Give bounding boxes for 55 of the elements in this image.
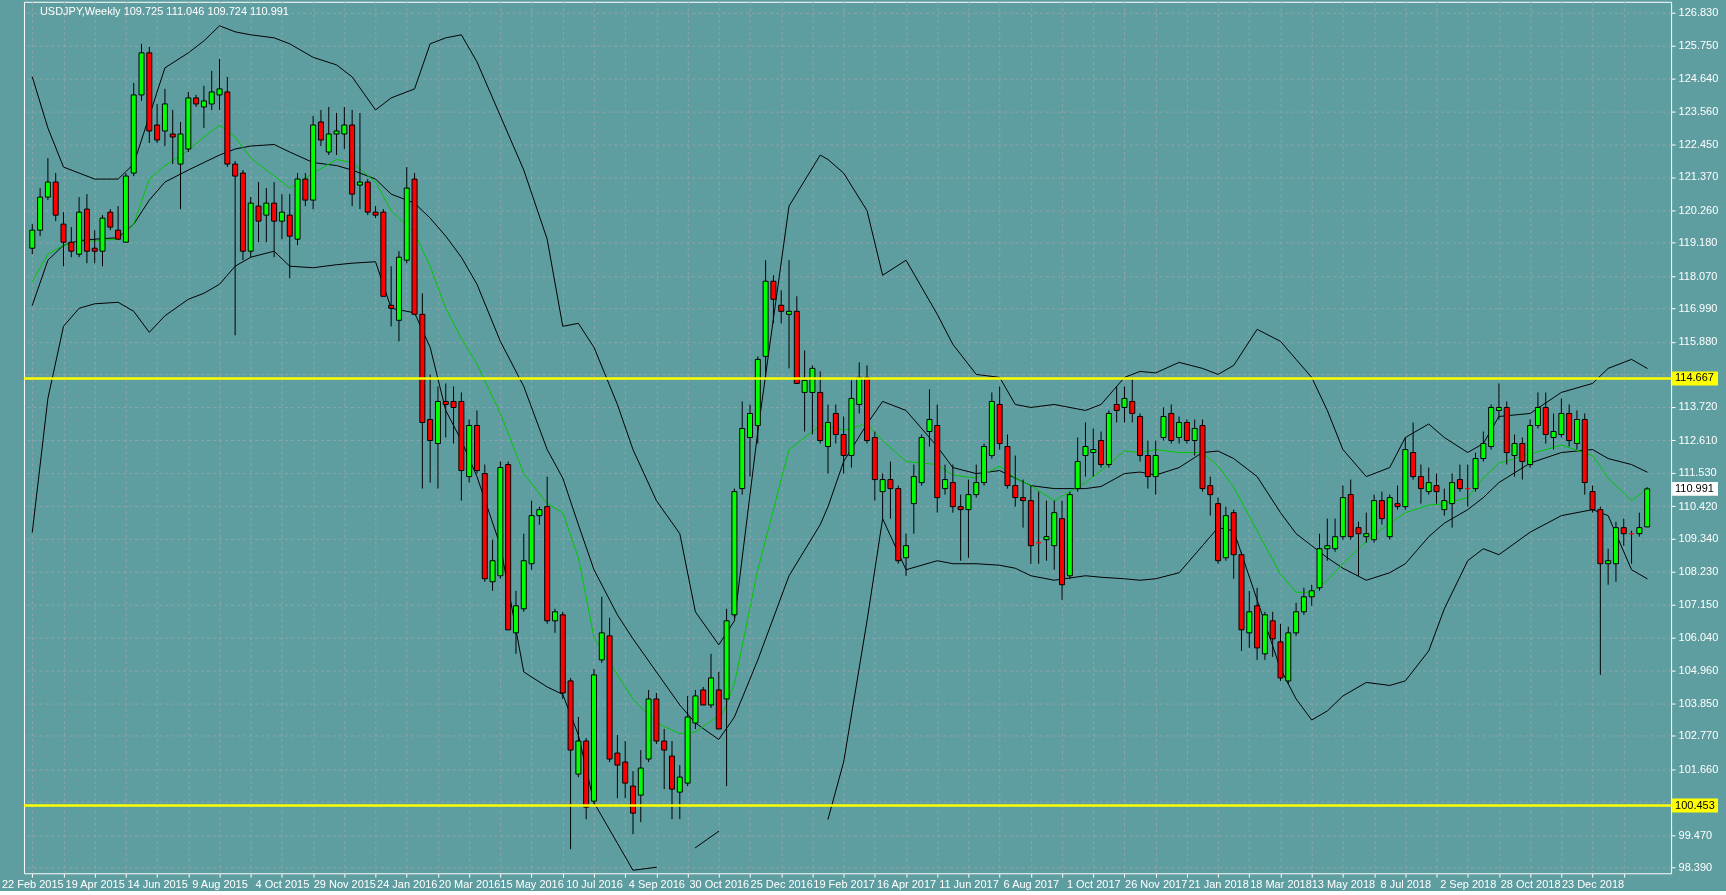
y-tick-label: 122.450	[1678, 138, 1719, 151]
x-tick-label: 29 Nov 2015	[313, 877, 376, 890]
y-tick-label: 113.720	[1678, 400, 1718, 413]
x-tick-label: 4 Oct 2015	[255, 877, 310, 890]
x-tick-label: 19 Apr 2015	[65, 877, 125, 890]
x-tick-label: 9 Aug 2015	[192, 877, 248, 890]
y-tick-label: 116.990	[1678, 302, 1718, 315]
x-tick-label: 13 May 2018	[1311, 877, 1376, 890]
x-tick-label: 11 Jun 2017	[939, 877, 999, 890]
x-tick-label: 18 Mar 2018	[1250, 877, 1312, 890]
y-tick-label: 108.230	[1678, 565, 1719, 578]
x-tick-label: 2 Sep 2018	[1440, 877, 1497, 890]
y-tick-label: 101.660	[1678, 762, 1719, 775]
x-tick-label: 10 Jul 2016	[566, 877, 623, 890]
x-tick-label: 21 Jan 2018	[1188, 877, 1249, 890]
x-tick-label: 14 Jun 2015	[127, 877, 188, 890]
x-tick-label: 20 Mar 2016	[438, 877, 501, 890]
x-tick-label: 28 Oct 2018	[1500, 877, 1561, 890]
x-tick-label: 1 Oct 2017	[1066, 877, 1121, 890]
y-tick-label: 104.960	[1678, 663, 1719, 676]
y-tick-label: 124.640	[1678, 72, 1719, 85]
y-tick-label: 110.420	[1678, 499, 1718, 512]
y-tick-label: 98.390	[1678, 861, 1713, 874]
y-tick-label: 118.070	[1678, 269, 1718, 282]
y-tick-label: 115.880	[1678, 335, 1718, 348]
y-tick-label: 119.180	[1678, 236, 1718, 249]
chart-title: USDJPY,Weekly 109.725 111.046 109.724 110.991	[39, 4, 289, 17]
y-tick-label: 109.340	[1678, 531, 1719, 544]
y-tick-label: 125.750	[1678, 38, 1719, 51]
y-tick-label: 99.470	[1678, 828, 1713, 841]
x-tick-label: 8 Jul 2018	[1380, 877, 1432, 890]
x-tick-label: 24 Jan 2016	[377, 877, 438, 890]
x-tick-label: 25 Dec 2016	[750, 877, 813, 890]
x-tick-label: 30 Oct 2016	[689, 877, 750, 890]
x-tick-label: 26 Nov 2017	[1125, 877, 1188, 890]
y-tick-label: 120.260	[1678, 203, 1719, 216]
y-tick-label: 126.830	[1678, 6, 1719, 19]
ref-line-label: 100.453	[1675, 798, 1715, 811]
y-tick-label: 107.150	[1678, 597, 1719, 610]
y-tick-label: 103.850	[1678, 696, 1719, 709]
y-tick-label: 111.530	[1678, 466, 1717, 479]
y-tick-label: 112.610	[1678, 433, 1718, 446]
y-tick-label: 106.040	[1678, 631, 1719, 644]
y-tick-label: 123.560	[1678, 104, 1719, 117]
text: 110.991	[1675, 481, 1714, 494]
y-tick-label: 121.370	[1678, 170, 1719, 183]
y-tick-label: 102.770	[1678, 729, 1719, 742]
x-tick-label: 4 Sep 2016	[628, 877, 685, 890]
x-tick-label: 22 Feb 2015	[1, 877, 64, 890]
x-tick-label: 16 Apr 2017	[876, 877, 937, 890]
x-tick-label: 6 Aug 2017	[1003, 877, 1060, 890]
x-tick-label: 23 Dec 2018	[1561, 877, 1625, 890]
x-tick-label: 15 May 2016	[500, 877, 564, 890]
x-tick-label: 19 Feb 2017	[813, 877, 875, 890]
ref-line-label: 114.667	[1675, 371, 1714, 384]
